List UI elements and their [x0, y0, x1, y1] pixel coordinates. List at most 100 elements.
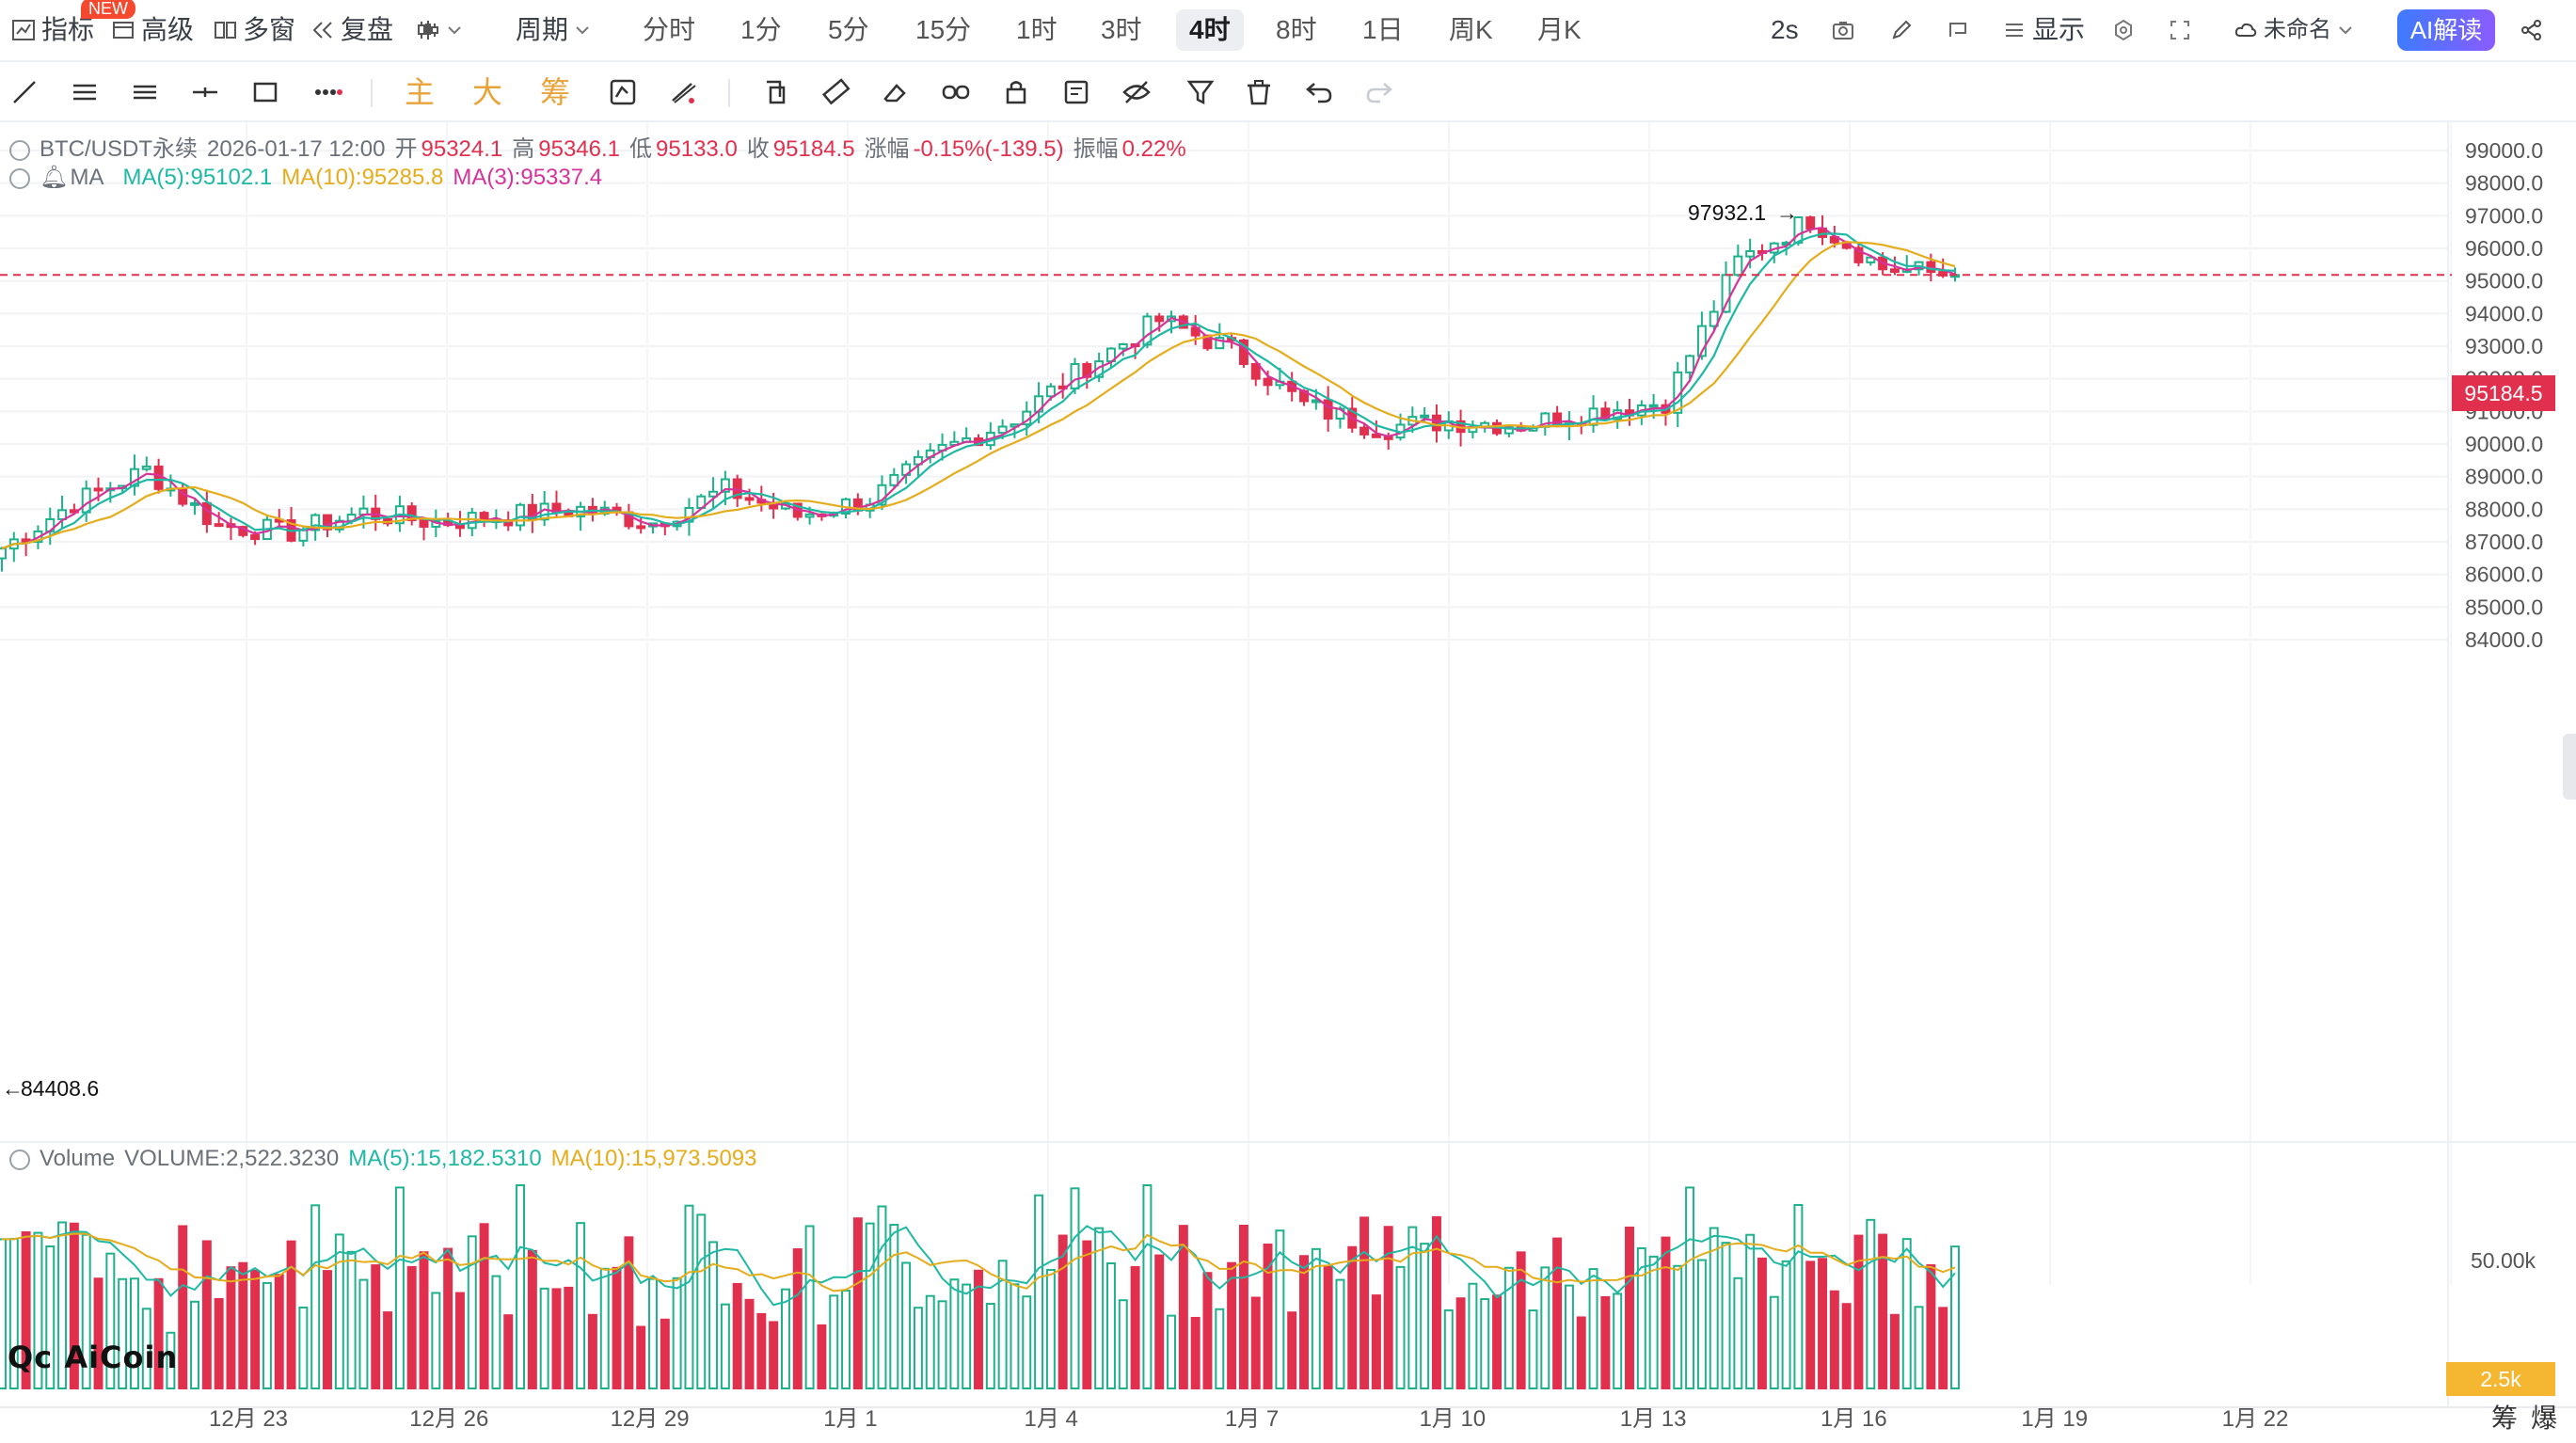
candle-body	[1805, 216, 1816, 230]
volume-ma-lines	[1, 1225, 1956, 1307]
layout-dropdown[interactable]: 未命名	[2234, 9, 2354, 51]
collapse-circle-icon[interactable]	[9, 167, 30, 189]
fullscreen-icon	[2171, 21, 2189, 40]
magnet-tool[interactable]	[604, 73, 642, 111]
period-tab[interactable]: 15分	[915, 15, 972, 44]
liquidation-corner-button[interactable]: 爆	[2531, 1403, 2558, 1433]
volume-value: VOLUME:2,522.3230	[124, 1146, 340, 1171]
open-value: 95324.1	[421, 136, 503, 162]
kline-chart[interactable]: 99000.0 98000.0 97000.0 96000.0 95000.0 94000…	[0, 122, 2576, 1443]
candle-body	[1588, 407, 1598, 426]
volume-bar	[45, 1245, 56, 1389]
copy-icon	[767, 80, 786, 104]
volume-bar	[323, 1270, 332, 1390]
volume-bar	[1721, 1242, 1731, 1390]
volume-bar	[962, 1283, 972, 1389]
screenshot-button[interactable]	[1831, 9, 1855, 51]
cloud-icon	[2234, 23, 2257, 37]
lock-tool[interactable]	[997, 73, 1035, 111]
volume-bar	[1781, 1260, 1791, 1389]
horizontal-lines-tool[interactable]	[126, 73, 164, 111]
more-tools-button[interactable]	[309, 73, 346, 111]
period-tab[interactable]: 周K	[1449, 15, 1493, 44]
alert-button[interactable]	[1946, 9, 1970, 51]
ma3-value: MA(3):95337.4	[453, 165, 603, 190]
parallel-channel-tool[interactable]	[66, 73, 103, 111]
volume-bar	[660, 1318, 670, 1390]
ruler-tool[interactable]	[817, 73, 854, 111]
date-tick-label: 1月 16	[1821, 1406, 1887, 1432]
toolbar-divider	[728, 79, 730, 107]
link-tool[interactable]	[937, 73, 975, 111]
candle-body	[190, 501, 200, 506]
undo-button[interactable]	[1300, 73, 1338, 111]
chips-button[interactable]: 筹	[540, 74, 571, 110]
period-tab[interactable]: 3时	[1101, 15, 1142, 44]
main-chart-button[interactable]: 主	[405, 74, 436, 110]
volume-bar	[1648, 1255, 1659, 1389]
volume-bar	[1769, 1295, 1779, 1389]
candlestick-icon	[418, 21, 438, 40]
open-label: 开	[394, 136, 418, 162]
rectangle-tool[interactable]	[246, 73, 284, 111]
side-panel-handle[interactable]	[2563, 734, 2576, 800]
period-dropdown[interactable]: 周期	[516, 9, 591, 51]
fullscreen-button[interactable]	[2168, 9, 2192, 51]
volume-bar	[925, 1294, 935, 1390]
measure-tool[interactable]	[664, 73, 702, 111]
advanced-button[interactable]: 高级	[111, 9, 194, 51]
trend-line-tool[interactable]	[6, 73, 43, 111]
filter-tool[interactable]	[1182, 73, 1219, 111]
bell-icon[interactable]: 🔔︎	[40, 165, 69, 190]
volume-bar	[516, 1184, 526, 1389]
volume-bar	[1094, 1227, 1105, 1390]
period-tab[interactable]: 5分	[828, 15, 869, 44]
hide-drawings-tool[interactable]	[1118, 73, 1155, 111]
redo-button[interactable]	[1360, 73, 1398, 111]
multi-window-button[interactable]: 多窗	[213, 9, 295, 51]
volume-bar	[852, 1217, 863, 1390]
volume-bar	[527, 1249, 537, 1390]
draw-button[interactable]	[1889, 9, 1914, 51]
candle-body	[1733, 255, 1743, 277]
ai-interpret-button[interactable]: AI解读	[2397, 9, 2495, 51]
chart-type-dropdown[interactable]	[416, 9, 463, 51]
chips-corner-button[interactable]: 筹	[2491, 1403, 2519, 1433]
volume-bar	[865, 1222, 875, 1389]
date-tick-label: 1月 19	[2021, 1406, 2088, 1432]
volume-bar	[81, 1233, 91, 1390]
copy-drawing-tool[interactable]	[756, 73, 794, 111]
replay-button[interactable]: 复盘	[310, 9, 393, 51]
period-tab[interactable]: 8时	[1276, 15, 1317, 44]
refresh-interval[interactable]: 2s	[1771, 15, 1799, 44]
large-order-button[interactable]: 大	[472, 74, 503, 110]
period-tab[interactable]: 1分	[740, 15, 782, 44]
horizontal-ray-tool[interactable]	[186, 73, 224, 111]
delete-drawings-tool[interactable]	[1240, 73, 1278, 111]
volume-bar	[57, 1221, 68, 1390]
volume-bar	[467, 1235, 477, 1390]
period-tab[interactable]: 1日	[1362, 15, 1404, 44]
volume-bar	[1070, 1187, 1080, 1389]
period-tab[interactable]: 分时	[643, 15, 696, 44]
collapse-circle-icon[interactable]	[9, 139, 30, 161]
volume-bar	[1600, 1295, 1611, 1389]
volume-bar	[33, 1231, 43, 1389]
note-tool[interactable]	[1057, 73, 1095, 111]
eraser-tool[interactable]	[877, 73, 914, 111]
settings-button[interactable]	[2111, 9, 2136, 51]
volume-bar	[1118, 1299, 1128, 1390]
display-button[interactable]: 显示	[2002, 9, 2085, 51]
date-tick-label: 1月 1	[823, 1406, 877, 1432]
share-button[interactable]	[2520, 9, 2544, 51]
volume-bar	[1431, 1215, 1441, 1389]
period-tab[interactable]: 1时	[1016, 15, 1057, 44]
volume-bar	[1866, 1218, 1876, 1390]
volume-bar	[118, 1277, 128, 1389]
period-tab[interactable]: 月K	[1537, 15, 1582, 44]
candle-body	[141, 465, 151, 470]
collapse-circle-icon[interactable]	[9, 1149, 30, 1170]
indicators-button[interactable]: 指标	[11, 9, 94, 51]
price-tick-label: 98000.0	[2465, 171, 2543, 196]
period-tab-active[interactable]: 4时	[1176, 9, 1244, 51]
